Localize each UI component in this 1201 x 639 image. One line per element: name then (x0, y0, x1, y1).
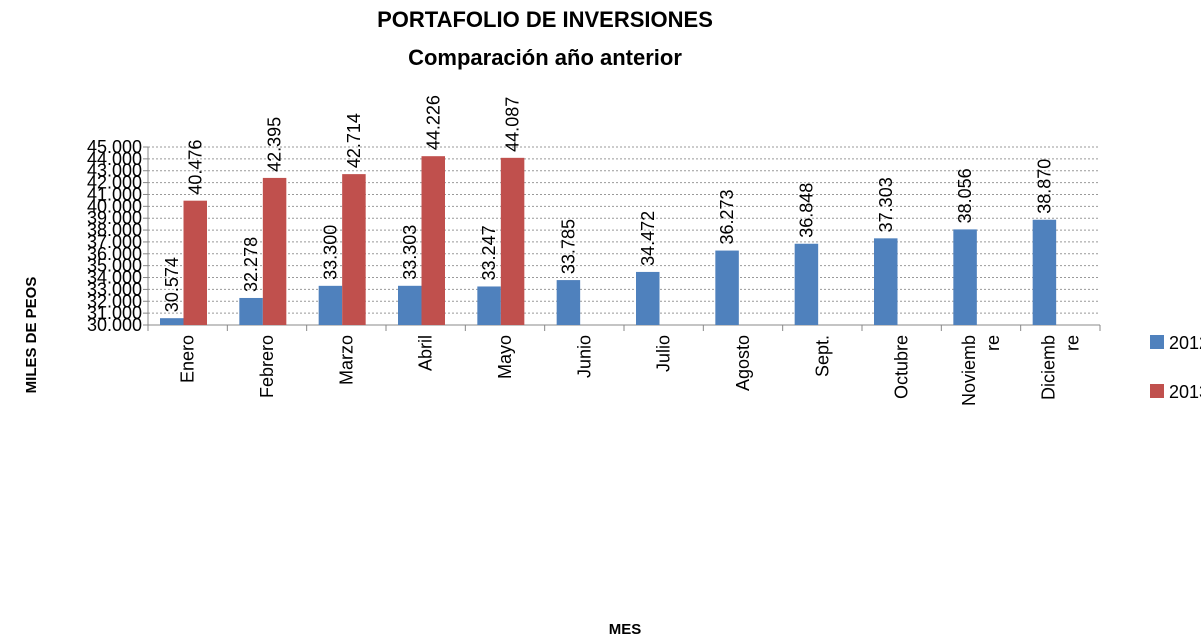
y-tick-label: 34.000 (87, 268, 142, 288)
chart-subtitle: Comparación año anterior (408, 45, 682, 70)
data-label: 38.870 (1034, 159, 1054, 214)
y-tick-label: 43.000 (87, 161, 142, 181)
bar (794, 243, 819, 325)
data-label: 33.300 (320, 225, 340, 280)
bar (421, 156, 445, 325)
data-label: 33.303 (400, 225, 420, 280)
bar (398, 285, 422, 325)
bar (342, 174, 366, 325)
bar (874, 238, 898, 325)
y-tick-label: 32.000 (87, 291, 142, 311)
x-tick-label: Noviemb re (959, 335, 1003, 406)
y-tick-label: 40.000 (87, 196, 142, 216)
data-label: 44.226 (423, 95, 443, 150)
data-label: 42.714 (344, 113, 364, 168)
legend-label: 2013 (1169, 382, 1201, 402)
y-tick-label: 41.000 (87, 184, 142, 204)
x-tick-label: Agosto (733, 335, 753, 391)
data-label: 40.476 (185, 140, 205, 195)
bar (160, 318, 184, 325)
data-label: 30.574 (162, 257, 182, 312)
y-tick-label: 35.000 (87, 256, 142, 276)
bar (262, 177, 287, 325)
y-tick-label: 36.000 (87, 244, 142, 264)
x-tick-label-part: Diciemb (1038, 335, 1058, 400)
bar (1032, 219, 1057, 325)
data-label: 34.472 (638, 211, 658, 266)
y-tick-label: 31.000 (87, 303, 142, 323)
bar (715, 250, 739, 325)
bar (636, 271, 660, 325)
x-tick-label: Marzo (336, 335, 356, 385)
data-label: 36.848 (796, 183, 816, 238)
bar (953, 229, 977, 325)
y-tick-label: 44.000 (87, 149, 142, 169)
bar (477, 286, 501, 325)
bar (183, 200, 207, 325)
y-tick-label: 30.000 (87, 315, 142, 335)
data-label: 38.056 (955, 168, 975, 223)
x-tick-label: Febrero (257, 335, 277, 398)
data-label: 32.278 (241, 237, 261, 292)
x-tick-label: Octubre (892, 335, 912, 399)
data-label: 33.247 (479, 225, 499, 280)
y-tick-label: 33.000 (87, 279, 142, 299)
x-tick-label-part: re (983, 335, 1003, 351)
bar (318, 285, 343, 325)
bar (239, 297, 263, 325)
y-axis-label: MILES DE PEOS (23, 277, 40, 394)
x-tick-label-part: re (1062, 335, 1082, 351)
y-tick-label: 42.000 (87, 173, 142, 193)
y-tick-label: 45.000 (87, 137, 142, 157)
chart-title: PORTAFOLIO DE INVERSIONES (377, 7, 713, 32)
x-tick-label: Julio (654, 335, 674, 372)
bar (556, 280, 581, 325)
y-tick-label: 37.000 (87, 232, 142, 252)
data-label: 36.273 (717, 189, 737, 244)
x-tick-label: Abril (416, 335, 436, 371)
legend-swatch (1150, 335, 1164, 349)
x-tick-label: Enero (178, 335, 198, 383)
x-tick-label: Diciemb re (1038, 335, 1082, 400)
x-tick-label-part: Noviemb (959, 335, 979, 406)
y-tick-label: 39.000 (87, 208, 142, 228)
data-label: 42.395 (265, 117, 285, 172)
data-label: 44.087 (503, 97, 523, 152)
data-label: 37.303 (876, 177, 896, 232)
x-tick-label: Sept. (812, 335, 832, 377)
y-tick-label: 38.000 (87, 220, 142, 240)
data-label: 33.785 (558, 219, 578, 274)
x-tick-label: Junio (574, 335, 594, 378)
bar (500, 157, 525, 325)
x-tick-label: Mayo (495, 335, 515, 379)
legend-swatch (1150, 384, 1164, 398)
x-axis-label: MES (609, 621, 642, 638)
